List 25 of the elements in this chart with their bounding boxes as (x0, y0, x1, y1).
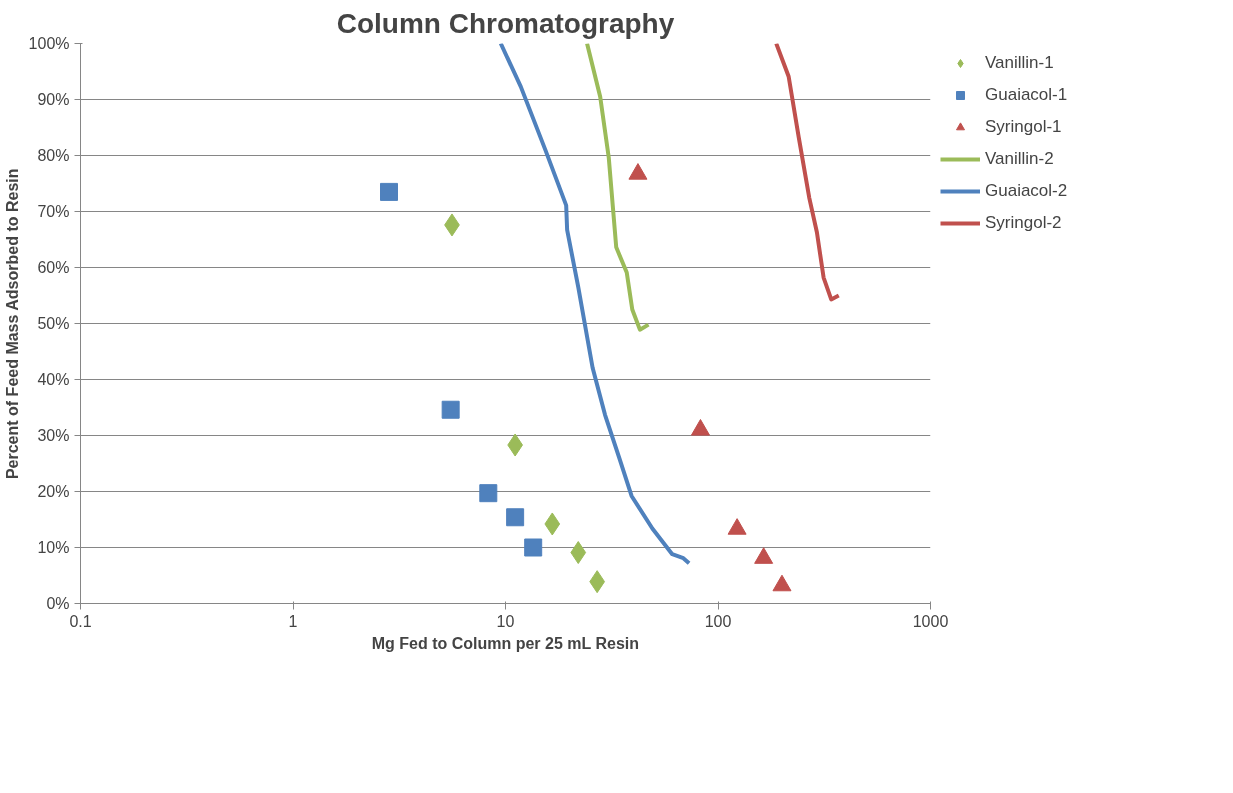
y-tick-label: 60% (37, 259, 70, 276)
y-tick-label: 100% (28, 35, 70, 52)
y-tick-label: 20% (37, 483, 70, 500)
y-axis-title: Percent of Feed Mass Adsorbed to Resin (3, 168, 21, 480)
x-tick-label: 100 (704, 612, 732, 630)
y-tick-label: 90% (37, 91, 70, 108)
x-tick-label: 0.1 (69, 612, 92, 630)
legend-label: Guaiacol-2 (985, 181, 1068, 201)
y-tick-label: 70% (37, 203, 70, 220)
y-tick-label: 0% (46, 595, 70, 612)
y-tick-label: 30% (37, 427, 70, 444)
y-tick-label: 10% (37, 539, 70, 556)
x-tick-label: 10 (496, 612, 515, 630)
y-tick-label: 80% (37, 147, 70, 164)
legend-label: Syringol-2 (985, 213, 1062, 233)
legend-label: Syringol-1 (985, 117, 1062, 137)
legend-label: Guaiacol-1 (985, 85, 1068, 105)
legend-label: Vanillin-1 (985, 53, 1054, 73)
y-tick-label: 50% (37, 315, 70, 332)
chart-title: Column Chromatography (336, 7, 675, 39)
legend-label: Vanillin-2 (985, 149, 1054, 169)
x-tick-label: 1 (288, 612, 298, 630)
x-tick-label: 1000 (912, 612, 949, 630)
y-tick-label: 40% (37, 371, 70, 388)
x-axis-title: Mg Fed to Column per 25 mL Resin (371, 634, 640, 652)
